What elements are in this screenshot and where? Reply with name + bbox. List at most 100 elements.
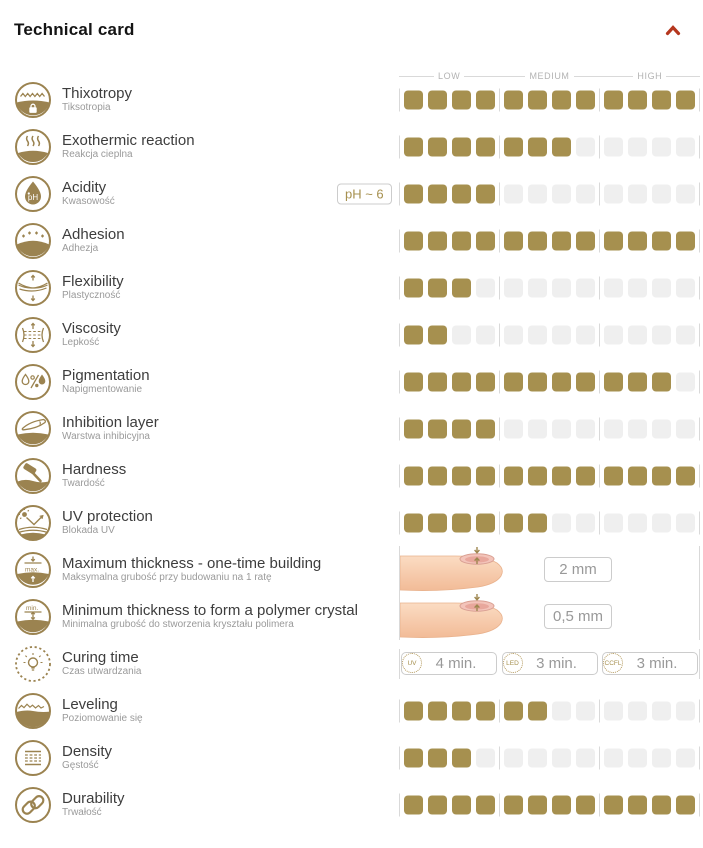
rating-group <box>599 370 700 393</box>
svg-text:pH: pH <box>28 193 38 202</box>
rating-square-filled <box>428 701 447 720</box>
thickness-value: 0,5 mm <box>544 604 612 629</box>
rating-square-empty <box>552 513 571 532</box>
rating-square-filled <box>628 795 647 814</box>
rating-square-empty <box>576 701 595 720</box>
row-texts: Maximum thickness - one-time building Ma… <box>62 555 321 584</box>
rating-square-filled <box>476 419 495 438</box>
rating-square-filled <box>528 90 547 109</box>
rating-square-empty <box>676 372 695 391</box>
rating-square-filled <box>476 231 495 250</box>
rating-square-empty <box>552 419 571 438</box>
rating-square-empty <box>552 278 571 297</box>
thickness-value: 2 mm <box>544 557 612 582</box>
durability-icon <box>14 786 52 824</box>
svg-text:max.: max. <box>25 566 39 573</box>
rating-square-empty <box>528 419 547 438</box>
rating-square-filled <box>504 466 523 485</box>
rating-square-empty <box>552 701 571 720</box>
rating-square-empty <box>676 137 695 156</box>
ccfl-time-value: 3 min. <box>636 655 678 672</box>
rating-square-empty <box>552 325 571 344</box>
rating-group <box>499 88 599 111</box>
row-sublabel: Napigmentowanie <box>62 384 143 396</box>
rating-group <box>499 699 599 722</box>
rating-square-empty <box>628 278 647 297</box>
rating-square-empty <box>676 184 695 203</box>
rating-group <box>599 746 700 769</box>
rating-square-empty <box>528 278 547 297</box>
curing-time-pill-led: LED 3 min. <box>501 652 598 675</box>
rating-square-empty <box>552 184 571 203</box>
row-density: Density Gęstość <box>14 734 703 781</box>
rating-square-empty <box>576 184 595 203</box>
row-texts: Acidity Kwasowość <box>62 179 115 208</box>
rating-square-filled <box>452 278 471 297</box>
rating-square-filled <box>528 231 547 250</box>
row-sublabel: Reakcja cieplna <box>62 149 133 161</box>
row-sublabel: Plastyczność <box>62 290 121 302</box>
rating-square-empty <box>604 748 623 767</box>
row-texts: Durability Trwałość <box>62 790 125 819</box>
rating-square-filled <box>504 701 523 720</box>
rating-group <box>499 511 599 534</box>
finger-illustration <box>400 594 503 638</box>
row-leveling: Leveling Poziomowanie się <box>14 687 703 734</box>
rating-square-empty <box>604 278 623 297</box>
rating-bar <box>399 370 700 393</box>
rating-square-filled <box>528 513 547 532</box>
rating-square-empty <box>604 701 623 720</box>
row-texts: Curing time Czas utwardzania <box>62 649 141 678</box>
rating-square-empty <box>628 184 647 203</box>
rating-group <box>599 135 700 158</box>
page-title: Technical card <box>14 20 135 39</box>
rating-square-filled <box>676 466 695 485</box>
rating-square-empty <box>676 513 695 532</box>
scale-low: LOW <box>399 71 500 81</box>
row-sublabel: Adhezja <box>62 243 99 255</box>
rating-group <box>599 182 700 205</box>
rating-group <box>399 699 499 722</box>
rating-group <box>499 746 599 769</box>
row-texts: Viscosity Lepkość <box>62 320 121 349</box>
rating-square-filled <box>452 231 471 250</box>
rating-square-empty <box>676 419 695 438</box>
row-pigmentation: Pigmentation Napigmentowanie <box>14 358 703 405</box>
row-sublabel: Blokada UV <box>62 525 115 537</box>
scale-low-label: LOW <box>438 71 461 81</box>
pigmentation-icon <box>14 363 52 401</box>
rating-square-empty <box>576 513 595 532</box>
rating-square-filled <box>528 795 547 814</box>
rating-square-filled <box>652 90 671 109</box>
row-label: Pigmentation <box>62 366 150 384</box>
rating-square-filled <box>552 90 571 109</box>
rating-square-filled <box>428 137 447 156</box>
rating-square-empty <box>576 137 595 156</box>
rating-bar <box>399 417 700 440</box>
rating-square-filled <box>428 278 447 297</box>
rating-square-filled <box>428 231 447 250</box>
max-thickness-icon: max. <box>14 551 52 589</box>
rating-group <box>399 323 499 346</box>
rating-square-filled <box>452 513 471 532</box>
rating-square-empty <box>652 184 671 203</box>
scale-header: LOW MEDIUM HIGH <box>399 71 700 81</box>
inhibition-layer-icon <box>14 410 52 448</box>
row-label: Hardness <box>62 460 127 478</box>
uv-protection-icon <box>14 504 52 542</box>
rating-square-empty <box>576 278 595 297</box>
row-adhesion: Adhesion Adhezja <box>14 217 703 264</box>
rating-square-empty <box>604 137 623 156</box>
rating-square-filled <box>552 372 571 391</box>
curing-times: UV 4 min. LED 3 min. CCFL 3 min. <box>399 648 700 679</box>
row-label: Thixotropy <box>62 84 133 102</box>
rating-square-filled <box>528 137 547 156</box>
chevron-up-icon[interactable] <box>665 24 681 36</box>
rating-square-filled <box>452 419 471 438</box>
rating-square-empty <box>652 325 671 344</box>
rating-square-empty <box>604 513 623 532</box>
adhesion-icon <box>14 222 52 260</box>
rating-square-filled <box>404 278 423 297</box>
rating-square-filled <box>604 466 623 485</box>
rating-square-filled <box>404 184 423 203</box>
